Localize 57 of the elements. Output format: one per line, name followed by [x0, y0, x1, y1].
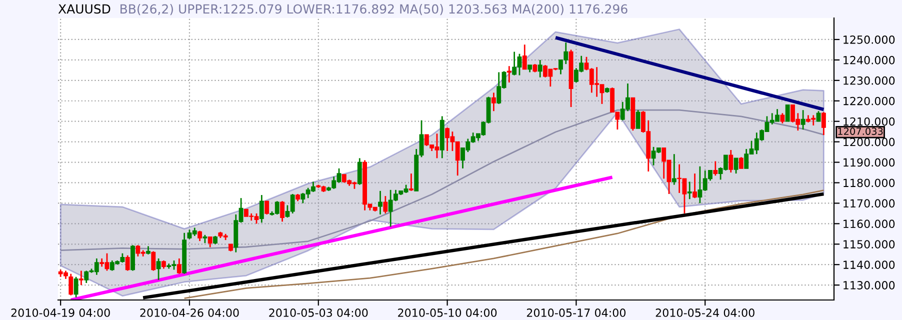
y-tick-label: 1190.000: [844, 158, 895, 167]
candlestick: [208, 236, 212, 248]
candlestick: [491, 92, 496, 112]
candlestick: [780, 112, 785, 124]
x-tick-label: 2010-05-03 04:00: [269, 308, 368, 317]
candlestick: [280, 200, 285, 222]
y-tick-label: 1210.000: [844, 117, 895, 126]
y-tick-label: 1200.000: [844, 138, 895, 146]
candlestick: [259, 194, 264, 224]
line-series: [60, 109, 824, 251]
y-tick-label: 1220.000: [844, 96, 895, 106]
y-tick-label: 1170.000: [844, 199, 895, 208]
x-tick-label: 2010-04-26 04:00: [140, 308, 239, 317]
candlestick: [785, 104, 790, 122]
candlestick: [74, 276, 78, 298]
x-tick-label: 2010-05-24 04:00: [656, 308, 754, 317]
candlestick: [800, 109, 806, 130]
y-tick-label: 1160.000: [844, 220, 895, 228]
candlestick: [176, 258, 182, 274]
candlestick: [383, 195, 388, 214]
candlestick: [734, 157, 738, 174]
y-tick-label: 1240.000: [844, 56, 895, 64]
y-tick-label: 1130.000: [844, 281, 895, 290]
x-tick-label: 2010-05-10 04:00: [398, 308, 497, 317]
candlestick: [68, 273, 74, 296]
chart-title: XAUUSD: [58, 4, 110, 14]
candlestick: [728, 149, 734, 174]
candlestick: [687, 181, 692, 200]
y-tick-label: 1250.000: [844, 35, 895, 44]
y-tick-label: 1230.000: [844, 76, 895, 85]
candlestick: [198, 230, 202, 242]
chart-subtitle: BB(26,2) UPPER:1225.079 LOWER:1176.892 MA(50) 1203.563 MA(200) 1176.296: [120, 4, 628, 16]
candlestick: [816, 110, 821, 122]
text: 1207.033: [838, 128, 883, 135]
y-tick-label: 1180.000: [844, 178, 895, 188]
candlestick: [738, 156, 744, 170]
candlestick: [130, 244, 135, 272]
candlestick: [506, 65, 512, 84]
x-tick-label: 2010-04-19 04:00: [11, 308, 110, 317]
candlestick: [538, 59, 542, 78]
candlestick: [264, 200, 270, 216]
y-tick-label: 1140.000: [844, 260, 895, 269]
candlestick: [672, 153, 676, 186]
candlestick: [408, 172, 414, 192]
candlestick: [713, 160, 718, 176]
x-tick-label: 2010-05-17 04:00: [526, 308, 626, 317]
candlestick: [692, 172, 698, 199]
candlestick: [821, 111, 826, 136]
candlestick: [78, 270, 84, 286]
candlestick: [156, 258, 161, 281]
candlestick: [522, 44, 527, 70]
candlestick: [636, 109, 640, 130]
candlestick: [125, 254, 130, 272]
y-tick-label: 1150.000: [844, 240, 895, 249]
candlestick: [357, 157, 362, 186]
candlestick: [378, 190, 382, 216]
candlestick: [151, 250, 156, 272]
